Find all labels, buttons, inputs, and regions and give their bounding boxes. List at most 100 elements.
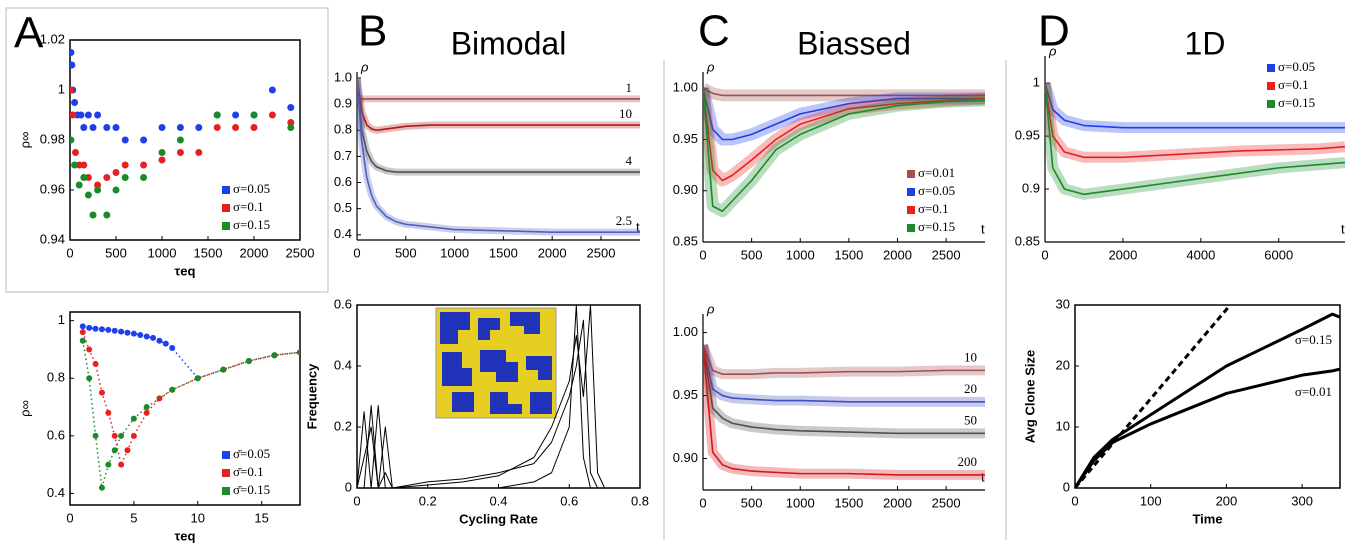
- point: [70, 111, 77, 119]
- line: [1075, 367, 1340, 488]
- point: [89, 211, 97, 219]
- y-tick-label: 1.00: [673, 80, 698, 95]
- x-tick-label: 2000: [883, 247, 912, 262]
- x-tick-label: 2500: [286, 245, 315, 260]
- line: [703, 88, 985, 141]
- spread-band: [703, 344, 985, 480]
- point: [70, 86, 75, 94]
- x-tick-label: 200: [1216, 493, 1238, 508]
- legend-label: σ̄=0.15: [233, 482, 270, 497]
- point: [103, 174, 111, 181]
- y-tick-label: 0.9: [1022, 180, 1040, 195]
- point: [103, 124, 111, 131]
- y-tick-label: 1: [58, 81, 65, 96]
- point: [220, 366, 227, 373]
- legend-label: σ̄=0.1: [233, 464, 264, 479]
- x-tick-label: 0: [353, 245, 360, 260]
- legend-swatch: [1267, 82, 1275, 90]
- axes-frame: [1074, 304, 1341, 489]
- y-axis-label: Avg Clone Size: [1022, 350, 1037, 443]
- x-tick-label: 0: [353, 493, 360, 508]
- line: [1075, 312, 1340, 488]
- point: [137, 332, 144, 339]
- panel-letter: B: [358, 7, 387, 56]
- chart-title: Bimodal: [451, 25, 567, 61]
- point: [287, 119, 295, 126]
- connector-line: [82, 331, 300, 468]
- y-tick-label: 0.98: [40, 131, 65, 146]
- x-tick-label: 0: [66, 245, 73, 260]
- point: [94, 186, 102, 194]
- point: [297, 349, 300, 356]
- x-axis-label: Time: [1192, 511, 1222, 526]
- point: [143, 409, 150, 416]
- x-tick-label: 2000: [883, 495, 912, 510]
- point: [70, 61, 76, 69]
- point: [86, 346, 93, 353]
- x-tick-label: 100: [1140, 493, 1162, 508]
- point: [77, 111, 85, 119]
- x-tick-label: 4000: [1186, 247, 1215, 262]
- point: [84, 191, 92, 199]
- point: [94, 111, 102, 119]
- axes-frame: [69, 39, 301, 241]
- point: [150, 334, 157, 341]
- legend-swatch: [1267, 64, 1275, 72]
- point: [130, 330, 137, 337]
- series-label: 10: [619, 106, 632, 121]
- point: [72, 149, 80, 156]
- point: [98, 389, 105, 396]
- y-tick-label: 0.85: [673, 233, 698, 248]
- point: [124, 329, 131, 336]
- point: [143, 333, 150, 340]
- point: [162, 340, 169, 347]
- y-tick-label: 0.4: [334, 226, 352, 241]
- y-tick-label: 0.8: [47, 370, 65, 385]
- y-axis-label: Frequency: [304, 363, 319, 430]
- y-axis-label: ρ: [706, 301, 715, 316]
- point: [80, 161, 88, 169]
- y-tick-label: 20: [1056, 357, 1070, 372]
- legend-swatch: [222, 487, 230, 495]
- line: [357, 78, 640, 173]
- x-axis-label: τeq: [175, 528, 196, 543]
- y-tick-label: 0.6: [334, 296, 352, 311]
- point: [118, 328, 125, 335]
- point: [75, 181, 83, 189]
- plot-area: [1045, 81, 1345, 200]
- spread-band: [357, 78, 640, 134]
- legend-label: σ=0.01: [918, 165, 955, 180]
- x-tick-label: 2000: [240, 245, 269, 260]
- point: [121, 161, 129, 169]
- point: [140, 136, 148, 144]
- line: [1045, 82, 1345, 129]
- x-tick-label: 1000: [440, 245, 469, 260]
- x-tick-label: 0: [699, 247, 706, 262]
- point: [71, 161, 79, 169]
- line: [357, 305, 640, 488]
- point: [112, 186, 120, 194]
- point: [111, 447, 118, 454]
- x-tick-label: 15: [254, 510, 268, 525]
- point: [94, 181, 102, 189]
- plot-area: [357, 78, 640, 236]
- x-axis-label: t: [981, 469, 985, 484]
- y-axis-label: ρ: [1048, 43, 1057, 58]
- y-tick-label: 0.94: [40, 231, 65, 246]
- series-label: 1: [626, 80, 633, 95]
- legend-label: σ=0.05: [918, 183, 955, 198]
- series-label: 20: [964, 381, 977, 396]
- x-tick-label: 500: [105, 245, 127, 260]
- legend-swatch: [222, 186, 230, 194]
- point: [287, 124, 295, 131]
- line: [703, 88, 985, 213]
- point: [118, 461, 125, 468]
- x-tick-label: 1000: [148, 245, 177, 260]
- x-tick-label: 500: [395, 245, 417, 260]
- y-tick-label: 0.96: [40, 181, 65, 196]
- x-tick-label: 2500: [932, 247, 961, 262]
- y-axis-label: ρ∞: [17, 400, 32, 417]
- line: [1075, 305, 1232, 488]
- chart: 0 5 10 15 0.4 0.6 0.8 1 ρ∞ τeq σ̄=0.05 σ̄=0.1 σ̄=0.1…: [17, 311, 301, 543]
- y-tick-label: 0.6: [334, 174, 352, 189]
